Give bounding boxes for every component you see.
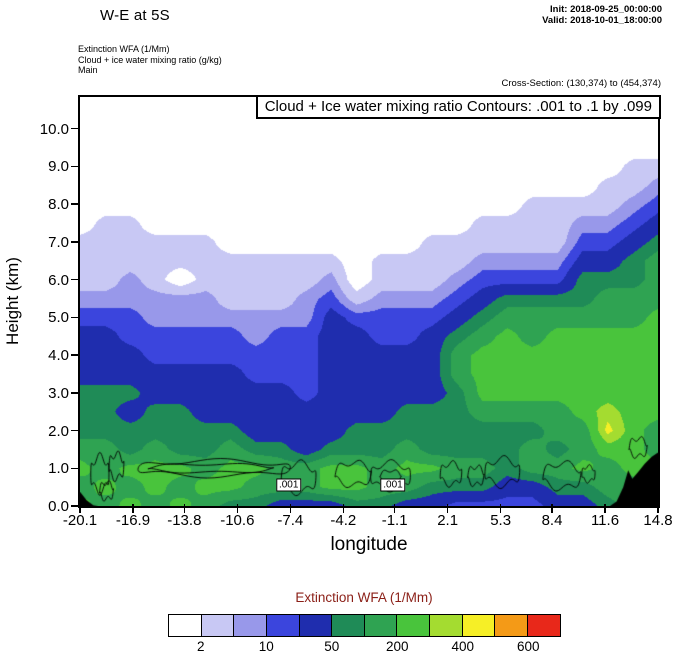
x-axis-tick-label: -4.2 — [330, 512, 357, 529]
x-axis-tick-label: -16.9 — [115, 512, 151, 529]
run-times: Init: 2018-09-25_00:00:00 Valid: 2018-10… — [542, 4, 662, 26]
y-axis-tick — [71, 165, 80, 168]
y-axis-tick — [71, 505, 80, 507]
y-axis-tick — [71, 354, 80, 356]
x-axis-tick-label: 8.4 — [541, 512, 563, 529]
field-line-extinction: Extinction WFA (1/Mm) — [78, 44, 170, 54]
x-axis-tick — [342, 504, 345, 513]
y-axis-tick — [71, 467, 80, 470]
x-axis-tick-label: -13.8 — [167, 512, 202, 529]
init-time: Init: 2018-09-25_00:00:00 — [550, 4, 662, 15]
y-axis-tick — [71, 392, 80, 394]
x-axis-tick-label: -10.6 — [220, 512, 255, 529]
colorbar-swatch — [331, 614, 366, 637]
y-axis-tick-label: 6.0 — [48, 271, 69, 289]
x-axis-tick-label: -1.1 — [381, 512, 408, 529]
y-axis-tick-label: 0.0 — [48, 498, 69, 515]
y-axis-tick-label: 2.0 — [48, 422, 69, 440]
colorbar-swatch — [494, 614, 529, 637]
x-axis-tick — [604, 504, 606, 513]
x-axis-tick-label: -20.1 — [62, 512, 98, 529]
field-list: Extinction WFA (1/Mm) Cloud + ice water … — [78, 44, 222, 76]
colorbar-swatch — [168, 614, 203, 637]
y-axis-tick — [71, 241, 80, 243]
colorbar-swatch — [265, 614, 300, 637]
y-axis-tick — [71, 429, 80, 432]
y-axis-tick-label: 3.0 — [48, 384, 69, 402]
x-axis-tick — [132, 504, 134, 513]
field-line-main: Main — [78, 65, 98, 75]
contour-note-box: Cloud + Ice water mixing ratio Contours:… — [255, 95, 661, 119]
colorbar-swatch — [526, 614, 561, 637]
y-axis-tick-label: 9.0 — [48, 158, 69, 176]
colorbar — [168, 614, 561, 637]
x-axis-tick — [446, 504, 449, 513]
y-axis-tick-label: 7.0 — [48, 233, 69, 251]
x-axis-tick — [393, 504, 396, 513]
y-axis-tick-label: 10.0 — [39, 120, 69, 138]
x-axis-tick — [551, 504, 553, 513]
colorbar-swatch — [200, 614, 235, 637]
colorbar-tick-label: 50 — [324, 639, 340, 654]
x-axis-tick — [236, 504, 239, 513]
colorbar-tick-label: 10 — [258, 639, 274, 654]
colorbar-tick-label: 600 — [516, 639, 540, 654]
y-axis-tick — [71, 316, 80, 319]
colorbar-tick-label: 400 — [451, 639, 475, 654]
y-axis-label: Height (km) — [3, 257, 22, 345]
x-axis-tick-label: 2.1 — [437, 512, 459, 529]
x-axis-tick-label: -7.4 — [277, 512, 304, 529]
colorbar-swatch — [298, 614, 333, 637]
page-title: W-E at 5S — [100, 7, 170, 24]
colorbar-swatch — [363, 614, 398, 637]
x-axis-tick — [289, 504, 292, 513]
contour-level-label: .001 — [380, 478, 406, 492]
y-axis-tick — [71, 127, 80, 130]
y-axis-tick — [71, 203, 80, 205]
cross-section-text: Cross-Section: (130,374) to (454,374) — [501, 78, 661, 89]
colorbar-tick-label: 200 — [385, 639, 409, 654]
x-axis-tick — [499, 504, 502, 513]
colorbar-swatch — [233, 614, 268, 637]
x-axis-tick-label: 11.6 — [590, 512, 620, 529]
contour-level-label: .001 — [275, 478, 302, 492]
x-axis-tick — [79, 504, 81, 513]
y-axis-tick-label: 4.0 — [48, 347, 69, 365]
y-axis-tick-label: 5.0 — [48, 309, 69, 327]
colorbar-swatch — [429, 614, 464, 637]
x-axis-tick-label: 14.8 — [643, 512, 673, 529]
colorbar-title: Extinction WFA (1/Mm) — [295, 590, 433, 605]
x-axis-tick — [657, 504, 659, 513]
colorbar-tick-label: 2 — [196, 639, 205, 654]
contour-canvas — [80, 97, 658, 506]
x-axis-tick-label: 5.3 — [490, 512, 512, 529]
colorbar-swatch — [461, 614, 496, 637]
y-axis-tick-label: 1.0 — [48, 460, 69, 478]
x-axis-label: longitude — [330, 534, 408, 555]
y-axis-tick — [71, 278, 80, 281]
field-line-cloud: Cloud + ice water mixing ratio (g/kg) — [78, 54, 222, 65]
x-axis-tick — [183, 504, 186, 513]
valid-time: Valid: 2018-10-01_18:00:00 — [542, 15, 662, 26]
y-axis-tick-label: 8.0 — [48, 196, 69, 214]
colorbar-swatch — [396, 614, 431, 637]
